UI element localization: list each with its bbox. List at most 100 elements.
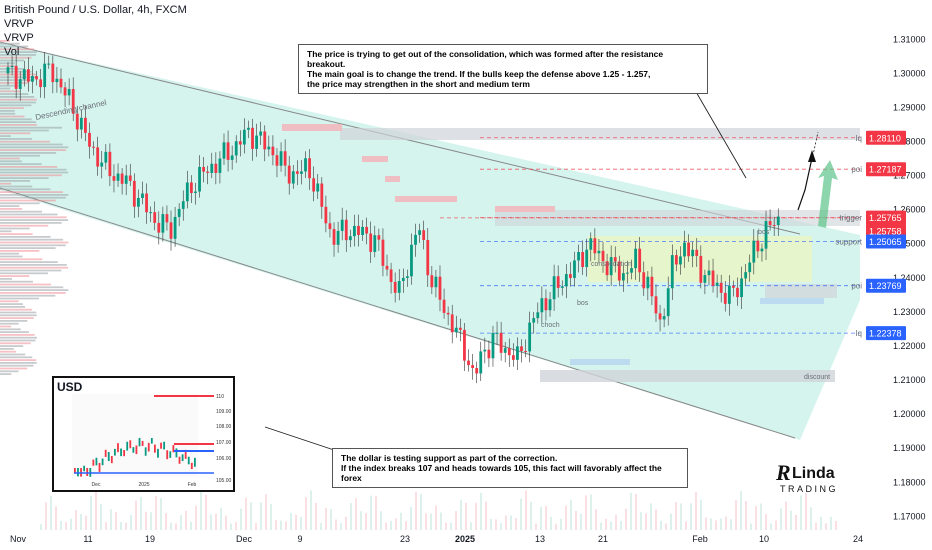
volume-bar [315, 502, 317, 530]
volume-bar [170, 522, 172, 530]
candle-body [124, 175, 128, 184]
volume-bar [755, 505, 757, 530]
volume-bar [560, 518, 562, 530]
volume-bar [365, 513, 367, 530]
volume-bar [635, 493, 637, 530]
candle-body [234, 141, 238, 156]
volume-bar [715, 520, 717, 530]
volume-profile-bar [0, 174, 62, 177]
candle-body [503, 348, 507, 353]
candle-body [491, 332, 495, 359]
candle-body [393, 281, 397, 293]
volume-profile-bar [0, 367, 28, 370]
candle-body [165, 214, 169, 223]
volume-profile-bar [0, 76, 37, 79]
volume-profile-bar [0, 339, 36, 342]
volume-bar [530, 501, 532, 530]
volume-bar [760, 503, 762, 530]
demand-zone-1 [570, 359, 630, 365]
channel-lower-line [0, 187, 796, 439]
descending-channel-area [0, 42, 860, 440]
indicator-vrvp-1[interactable]: VRVP [4, 18, 34, 30]
volume-profile-bar [0, 104, 32, 107]
volume-bar [520, 498, 522, 530]
price-label-text: 1.25758 [869, 226, 902, 236]
inset-candle [95, 457, 98, 466]
inset-y-tick: 109.00 [216, 409, 232, 415]
supply-zone-1 [282, 124, 342, 131]
volume-bar [415, 491, 417, 530]
inset-x-tick: Feb [188, 482, 197, 488]
candle-body [344, 219, 348, 241]
candle-body [418, 230, 422, 235]
volume-bar [650, 503, 652, 530]
volume-bar [395, 518, 397, 530]
candle-body [67, 88, 71, 96]
volume-profile-bar [0, 56, 32, 59]
volume-profile-bar [0, 82, 29, 84]
linda-trading-logo: R Linda TRADING [774, 458, 846, 496]
note-top-line-2: The main goal is to change the trend. If… [307, 69, 651, 79]
volume-profile-bar [0, 269, 62, 272]
price-level-tag: trigger [839, 214, 862, 223]
y-tick-label: 1.21000 [893, 375, 926, 385]
chart-annotation-2: consolidation [591, 261, 632, 268]
x-tick-label: 19 [145, 534, 155, 544]
candle-body [157, 222, 161, 233]
volume-profile-bar [0, 126, 63, 129]
indicator-vrvp-2[interactable]: VRVP [4, 32, 34, 44]
chart-annotation-6: discount [804, 374, 830, 381]
volume-bar [670, 513, 672, 530]
candle-body [536, 312, 540, 319]
candle-body [540, 298, 544, 313]
volume-profile-bar [0, 224, 49, 227]
chart-annotation-3: bos [758, 229, 770, 236]
volume-profile-bar [0, 138, 32, 140]
volume-profile-bar [0, 320, 28, 322]
candle-body [483, 349, 487, 352]
volume-bar [190, 521, 192, 530]
candle-body [6, 67, 10, 74]
volume-profile-bar [0, 373, 12, 375]
price-level-tag: poi [851, 165, 862, 174]
volume-bar [45, 502, 47, 530]
volume-profile-bar [0, 51, 37, 53]
candle-body [634, 248, 638, 269]
y-tick-label: 1.18000 [893, 477, 926, 487]
candle-body [687, 242, 690, 257]
volume-bar [490, 518, 492, 530]
indicator-vol[interactable]: Vol [4, 46, 20, 58]
inset-candle [163, 441, 166, 450]
candle-body [454, 327, 458, 333]
volume-bar [680, 503, 682, 530]
volume-bar [780, 508, 782, 530]
volume-profile-bar [0, 342, 31, 345]
volume-profile-bar [0, 208, 23, 210]
volume-profile-bar [0, 297, 39, 300]
candle-body [410, 244, 413, 277]
inset-candle [147, 442, 150, 452]
candle-body [764, 221, 768, 249]
inset-candle [129, 440, 132, 449]
volume-profile-bar [0, 244, 66, 247]
volume-profile-bar [0, 364, 34, 367]
volume-bar [260, 502, 262, 530]
volume-bar [295, 514, 297, 530]
volume-profile-bar [0, 328, 21, 331]
inset-candle [138, 437, 141, 447]
volume-bar [150, 512, 152, 530]
candle-body [75, 113, 79, 130]
volume-profile-bar [0, 370, 19, 373]
volume-profile-bar [0, 160, 22, 163]
candle-body [96, 147, 100, 167]
volume-profile-bar [0, 191, 63, 193]
price-label-box [866, 234, 906, 249]
volume-profile-bar [0, 353, 26, 356]
volume-profile-bar [0, 325, 12, 328]
candle-body [569, 274, 572, 278]
volume-bar [380, 511, 382, 530]
volume-bar [155, 496, 157, 530]
volume-profile-bar [0, 222, 62, 224]
volume-profile-bar [0, 154, 40, 157]
